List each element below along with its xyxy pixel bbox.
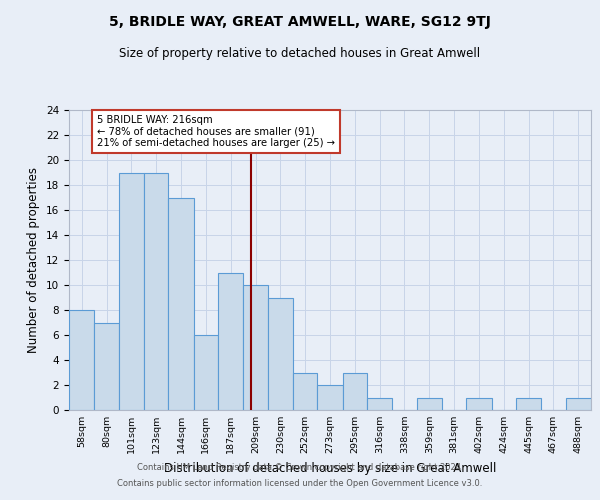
Bar [516,398,541,410]
Bar [367,398,392,410]
Text: 5 BRIDLE WAY: 216sqm
← 78% of detached houses are smaller (91)
21% of semi-detac: 5 BRIDLE WAY: 216sqm ← 78% of detached h… [97,115,335,148]
Bar [566,398,591,410]
Bar [293,372,317,410]
Bar [218,272,244,410]
Bar [144,172,169,410]
Bar [94,322,119,410]
Text: Contains HM Land Registry data © Crown copyright and database right 2024.: Contains HM Land Registry data © Crown c… [137,464,463,472]
Bar [343,372,367,410]
Bar [268,298,293,410]
Text: Size of property relative to detached houses in Great Amwell: Size of property relative to detached ho… [119,48,481,60]
X-axis label: Distribution of detached houses by size in Great Amwell: Distribution of detached houses by size … [164,462,496,474]
Bar [466,398,491,410]
Bar [69,310,94,410]
Bar [317,385,343,410]
Bar [169,198,194,410]
Bar [416,398,442,410]
Bar [194,335,218,410]
Bar [119,172,144,410]
Bar [244,285,268,410]
Text: 5, BRIDLE WAY, GREAT AMWELL, WARE, SG12 9TJ: 5, BRIDLE WAY, GREAT AMWELL, WARE, SG12 … [109,15,491,29]
Y-axis label: Number of detached properties: Number of detached properties [28,167,40,353]
Text: Contains public sector information licensed under the Open Government Licence v3: Contains public sector information licen… [118,478,482,488]
